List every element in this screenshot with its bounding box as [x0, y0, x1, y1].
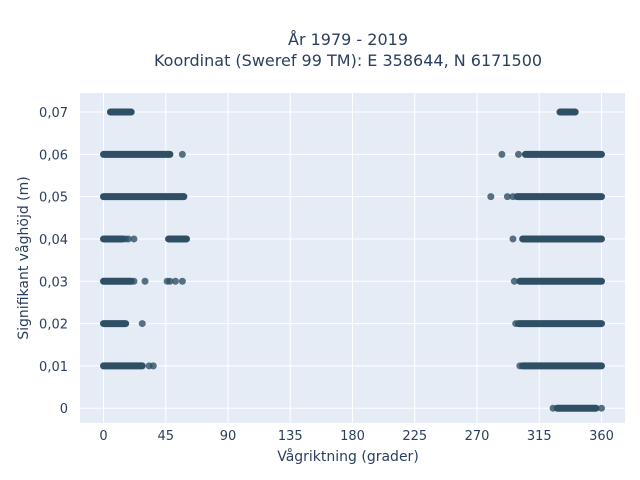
data-point — [130, 277, 138, 285]
data-point — [509, 193, 517, 201]
y-tick-label: 0,02 — [39, 318, 68, 333]
data-point — [138, 320, 146, 328]
data-point — [141, 277, 149, 285]
data-point — [509, 235, 517, 243]
x-tick-label: 315 — [527, 429, 552, 444]
x-tick-label: 180 — [340, 429, 365, 444]
chart-title-line1: År 1979 - 2019 — [288, 30, 408, 49]
data-point — [178, 150, 186, 158]
x-tick-label: 0 — [99, 429, 107, 444]
x-tick-label: 45 — [157, 429, 174, 444]
data-point — [512, 320, 520, 328]
data-point — [503, 193, 511, 201]
y-tick-label: 0,01 — [39, 360, 68, 375]
y-tick-label: 0,04 — [39, 233, 68, 248]
y-tick-label: 0,05 — [39, 191, 68, 206]
data-point — [487, 193, 495, 201]
data-point — [557, 108, 565, 116]
data-point — [171, 277, 179, 285]
data-point — [180, 193, 188, 201]
data-point — [124, 235, 132, 243]
data-point — [113, 235, 121, 243]
x-tick-label: 90 — [220, 429, 237, 444]
y-axis-title: Signifikant våghöjd (m) — [15, 176, 32, 339]
data-point — [149, 362, 157, 370]
x-tick-label: 135 — [278, 429, 303, 444]
data-point — [549, 404, 557, 412]
data-point — [516, 362, 524, 370]
y-tick-label: 0,03 — [39, 275, 68, 290]
data-point — [166, 277, 174, 285]
x-tick-label: 225 — [402, 429, 427, 444]
data-point — [597, 404, 605, 412]
x-tick-labels: 0 45 90 135 180 225 270 315 360 — [99, 429, 614, 444]
y-tick-label: 0,07 — [39, 106, 68, 121]
x-axis-title: Vågriktning (grader) — [277, 448, 419, 465]
y-tick-labels: 0 0,01 0,02 0,03 0,04 0,05 0,06 0,07 — [39, 106, 68, 417]
x-tick-label: 270 — [465, 429, 490, 444]
data-point — [514, 150, 522, 158]
data-points — [100, 108, 605, 412]
data-point — [108, 235, 116, 243]
data-point — [178, 277, 186, 285]
y-tick-label: 0,06 — [39, 148, 68, 163]
x-tick-label: 360 — [589, 429, 614, 444]
y-tick-label: 0 — [60, 402, 68, 417]
data-point — [498, 150, 506, 158]
data-point — [130, 235, 138, 243]
data-point — [510, 277, 518, 285]
chart-title-line2: Koordinat (Sweref 99 TM): E 358644, N 61… — [154, 51, 542, 70]
